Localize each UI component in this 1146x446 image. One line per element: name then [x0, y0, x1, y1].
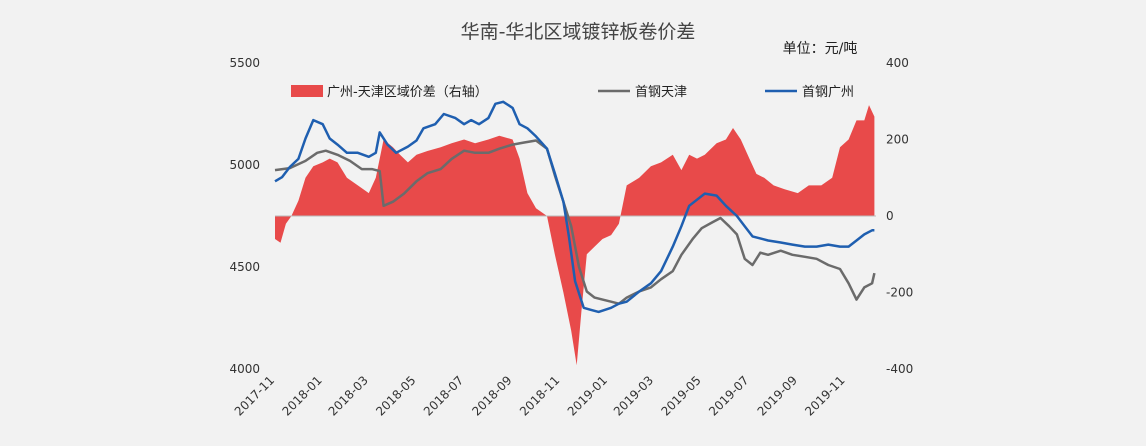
- right-y-axis: -400 -200 0 200 400: [886, 56, 913, 376]
- left-axis-tick-label: 5000: [229, 158, 260, 172]
- plot-area: [274, 100, 876, 366]
- left-axis-tick-label: 4500: [229, 260, 260, 274]
- diff-area-group: [275, 105, 875, 366]
- unit-label: 单位：元/吨: [783, 41, 858, 57]
- legend-label-tianjin: 首钢天津: [635, 85, 687, 100]
- series-line-guangzhou: [274, 100, 875, 314]
- right-axis-tick-label: 0: [886, 209, 894, 223]
- left-axis-tick-label: 5500: [229, 56, 260, 70]
- right-axis-tick-label: 200: [886, 133, 909, 147]
- left-y-axis: 4000 4500 5000 5500: [229, 56, 260, 376]
- legend: 广州-天津区域价差（右轴） 首钢天津 首钢广州: [291, 85, 854, 100]
- right-axis-tick-label: 400: [886, 56, 909, 70]
- line-series-group: [274, 100, 876, 314]
- legend-label-guangzhou: 首钢广州: [802, 85, 854, 100]
- chart-title: 华南-华北区域镀锌板卷价差: [461, 21, 696, 43]
- series-area-diff: [275, 105, 875, 366]
- right-axis-tick-label: -400: [886, 362, 913, 376]
- left-axis-tick-label: 4000: [229, 362, 260, 376]
- legend-swatch-diff: [291, 85, 323, 97]
- series-line-tianjin: [274, 139, 876, 305]
- right-axis-tick-label: -200: [886, 286, 913, 300]
- legend-label-diff: 广州-天津区域价差（右轴）: [327, 85, 488, 100]
